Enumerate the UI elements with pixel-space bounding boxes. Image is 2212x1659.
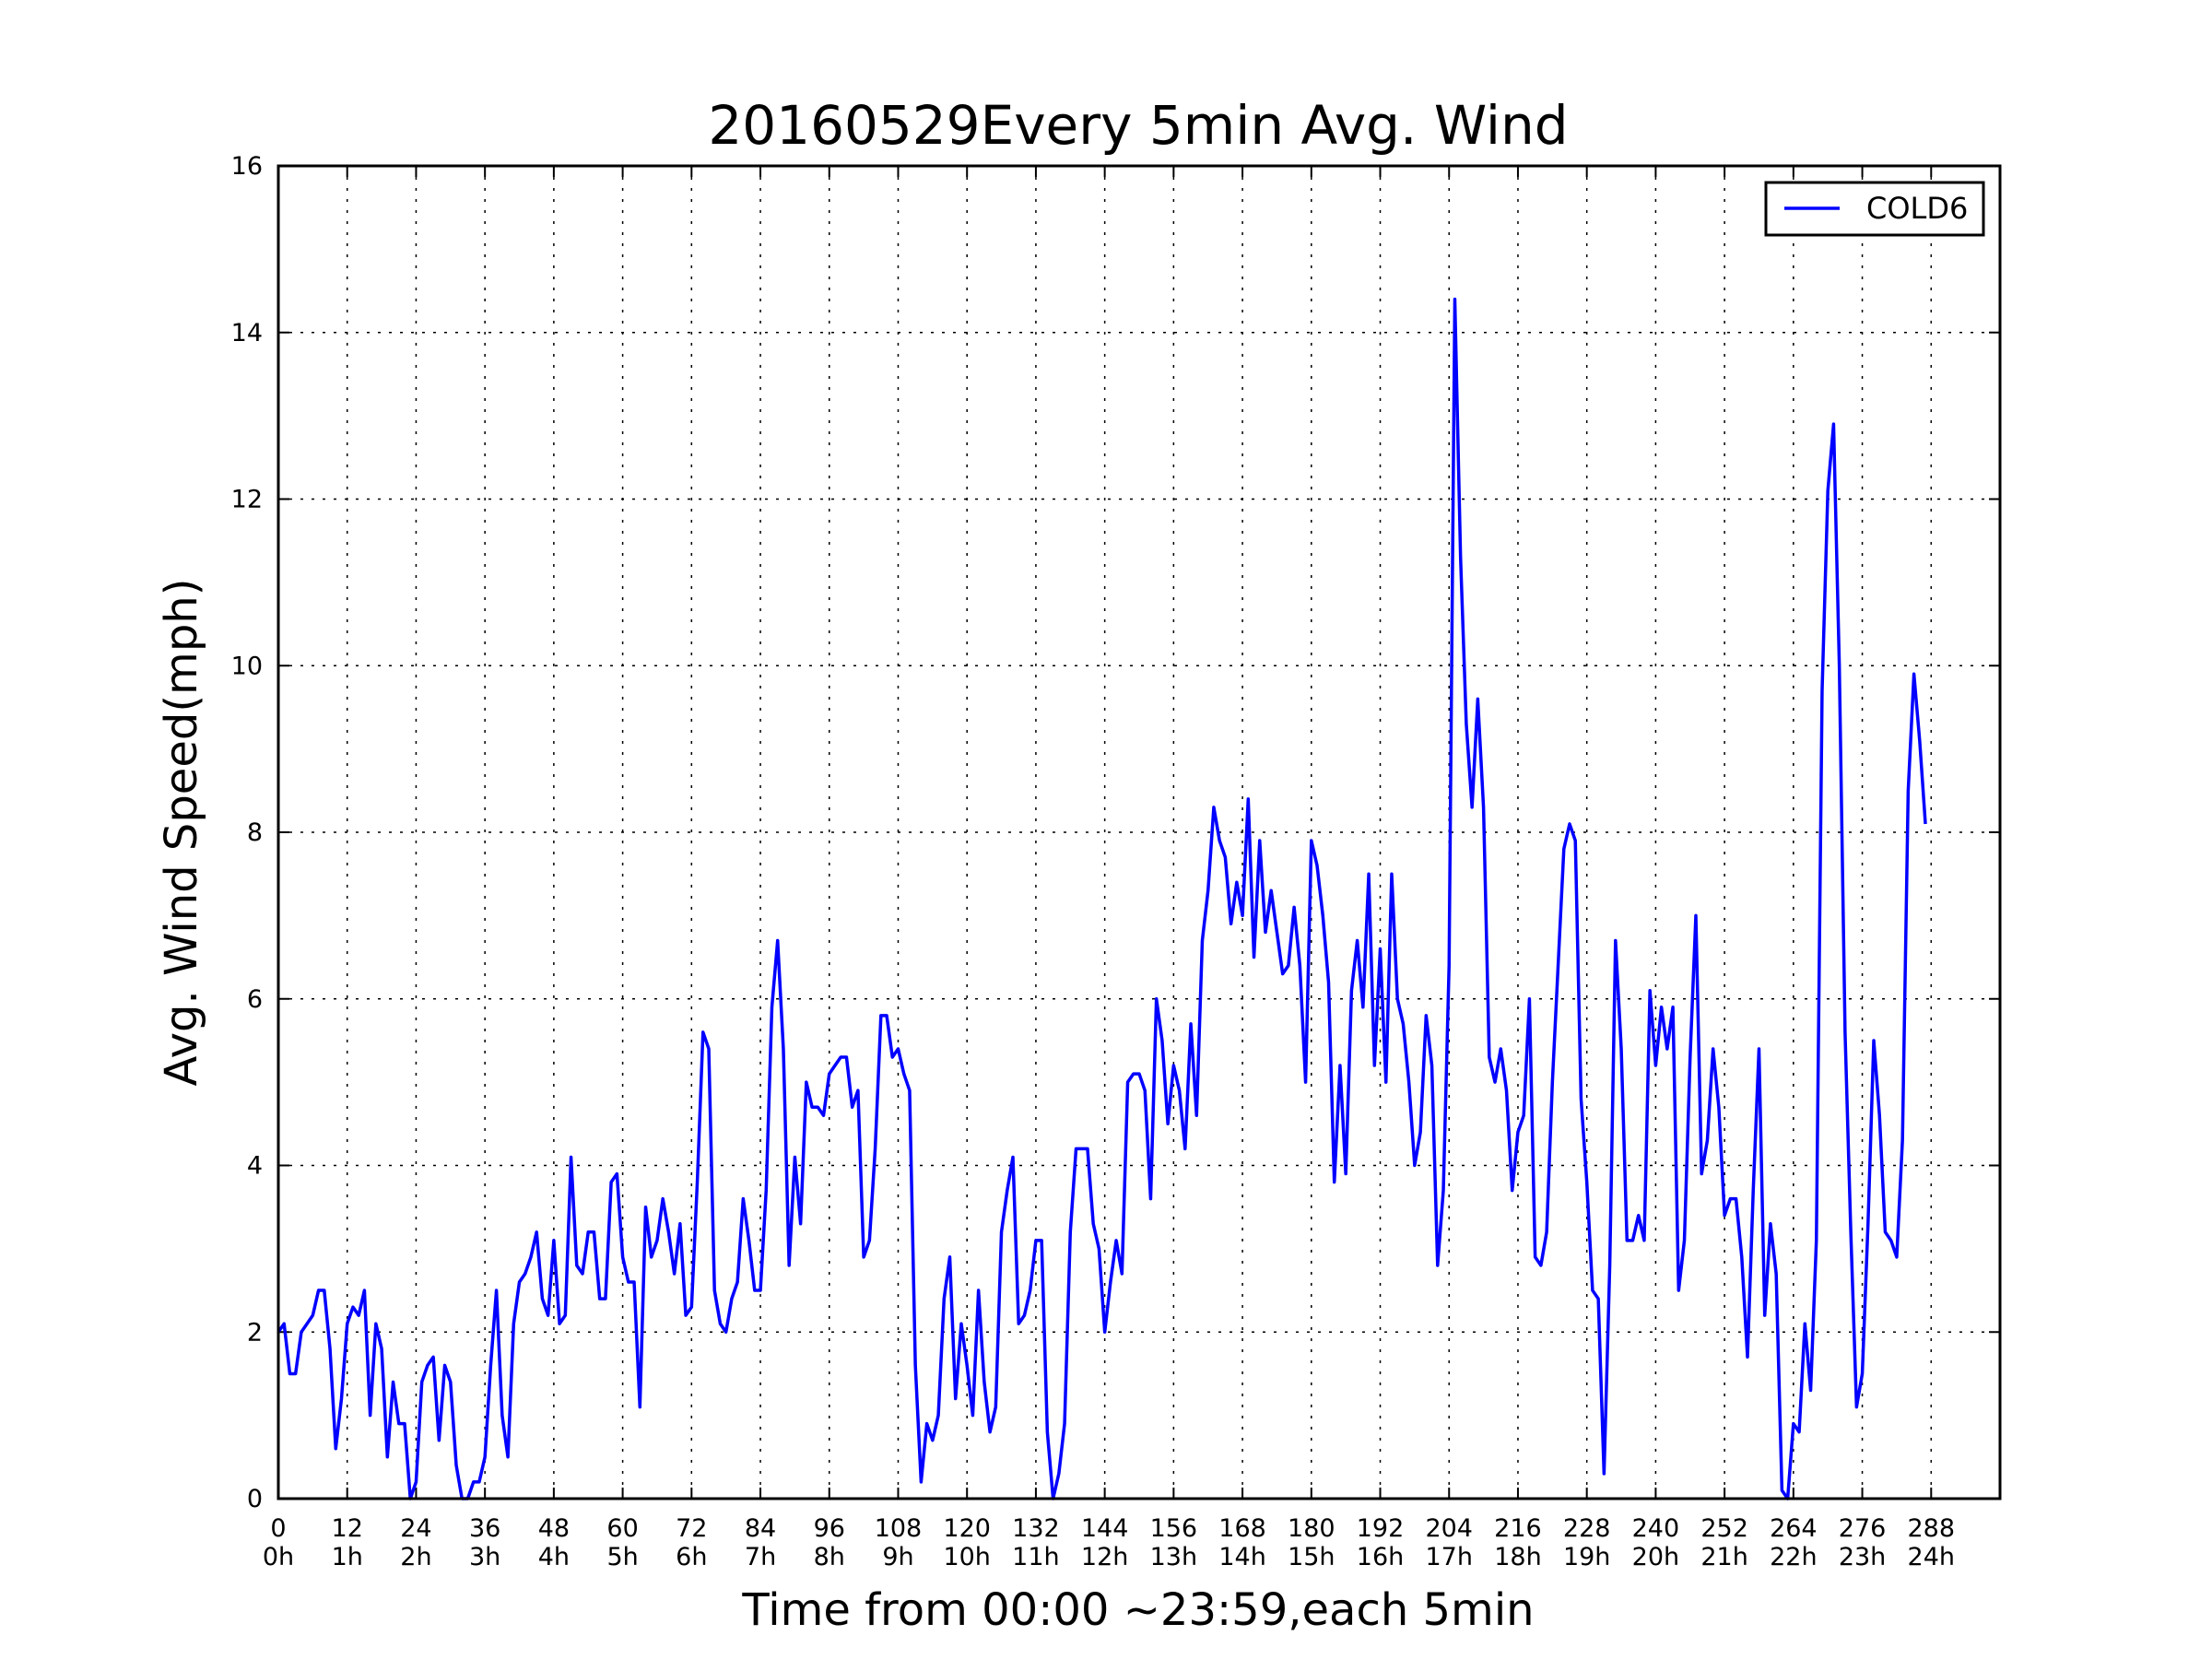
x-tick-label: 264	[1770, 1514, 1818, 1543]
x-tick-label: 240	[1632, 1514, 1680, 1543]
legend: COLD6	[1764, 181, 1985, 237]
y-tick-label: 16	[231, 152, 263, 181]
x-tick-sublabel: 18h	[1494, 1543, 1541, 1571]
x-tick-label: 96	[814, 1514, 845, 1543]
plot-frame	[276, 164, 2002, 1500]
x-tick-label: 144	[1081, 1514, 1129, 1543]
x-tick-sublabel: 4h	[538, 1543, 570, 1571]
x-tick-sublabel: 8h	[814, 1543, 845, 1571]
y-tick-label: 10	[231, 652, 263, 680]
y-tick-label: 8	[247, 818, 263, 847]
x-tick-label: 216	[1494, 1514, 1542, 1543]
x-tick-sublabel: 24h	[1908, 1543, 1955, 1571]
x-tick-label: 12	[332, 1514, 363, 1543]
x-tick-label: 72	[676, 1514, 707, 1543]
y-tick-label: 2	[247, 1318, 263, 1347]
x-tick-label: 132	[1012, 1514, 1060, 1543]
x-tick-sublabel: 7h	[745, 1543, 776, 1571]
x-tick-label: 180	[1288, 1514, 1335, 1543]
x-tick-sublabel: 13h	[1150, 1543, 1197, 1571]
x-tick-label: 156	[1150, 1514, 1198, 1543]
x-tick-sublabel: 21h	[1700, 1543, 1747, 1571]
y-axis-label: Avg. Wind Speed(mph)	[156, 579, 207, 1087]
x-tick-label: 288	[1908, 1514, 1956, 1543]
x-tick-label: 192	[1357, 1514, 1405, 1543]
x-tick-label: 252	[1700, 1514, 1748, 1543]
x-axis-label: Time from 00:00 ~23:59,each 5min	[741, 1584, 1534, 1636]
x-tick-sublabel: 22h	[1770, 1543, 1817, 1571]
x-tick-sublabel: 23h	[1839, 1543, 1886, 1571]
x-tick-label: 36	[469, 1514, 500, 1543]
chart-title: 20160529Every 5min Avg. Wind	[708, 94, 1568, 157]
y-tick-label: 4	[247, 1152, 263, 1181]
x-tick-sublabel: 2h	[400, 1543, 431, 1571]
x-tick-sublabel: 10h	[943, 1543, 990, 1571]
x-tick-sublabel: 9h	[882, 1543, 913, 1571]
x-tick-label: 48	[538, 1514, 570, 1543]
x-tick-sublabel: 12h	[1081, 1543, 1128, 1571]
y-tick-label: 0	[247, 1485, 263, 1513]
y-tick-labels: 0 2 4 6 8 10 12 14 16	[231, 152, 263, 1513]
x-tick-sublabel: 3h	[469, 1543, 500, 1571]
x-tick-label: 228	[1563, 1514, 1611, 1543]
x-tick-sublabel: 20h	[1632, 1543, 1679, 1571]
x-tick-sublabel: 11h	[1012, 1543, 1059, 1571]
x-tick-label: 0	[270, 1514, 286, 1543]
x-tick-sublabel: 17h	[1426, 1543, 1473, 1571]
x-tick-label: 108	[875, 1514, 923, 1543]
x-tick-sublabel: 6h	[676, 1543, 707, 1571]
x-tick-sublabel: 14h	[1218, 1543, 1265, 1571]
legend-label-cold6: COLD6	[1866, 191, 1968, 226]
x-tick-label: 120	[943, 1514, 991, 1543]
x-tick-sublabel: 16h	[1357, 1543, 1404, 1571]
x-tick-label: 276	[1839, 1514, 1887, 1543]
x-tick-label: 60	[606, 1514, 638, 1543]
x-tick-sublabel: 15h	[1288, 1543, 1335, 1571]
series-line-cold6	[276, 297, 1927, 1500]
y-tick-label: 12	[231, 486, 263, 514]
x-tick-label: 84	[745, 1514, 776, 1543]
x-tick-sublabel: 5h	[606, 1543, 638, 1571]
x-tick-sublabel: 19h	[1563, 1543, 1610, 1571]
x-tick-label: 24	[400, 1514, 431, 1543]
x-tick-sublabel: 1h	[332, 1543, 363, 1571]
y-tick-label: 14	[231, 319, 263, 347]
x-tick-sublabel: 0h	[263, 1543, 294, 1571]
x-tick-label: 204	[1425, 1514, 1473, 1543]
x-tick-label: 168	[1218, 1514, 1266, 1543]
y-tick-label: 6	[247, 985, 263, 1014]
